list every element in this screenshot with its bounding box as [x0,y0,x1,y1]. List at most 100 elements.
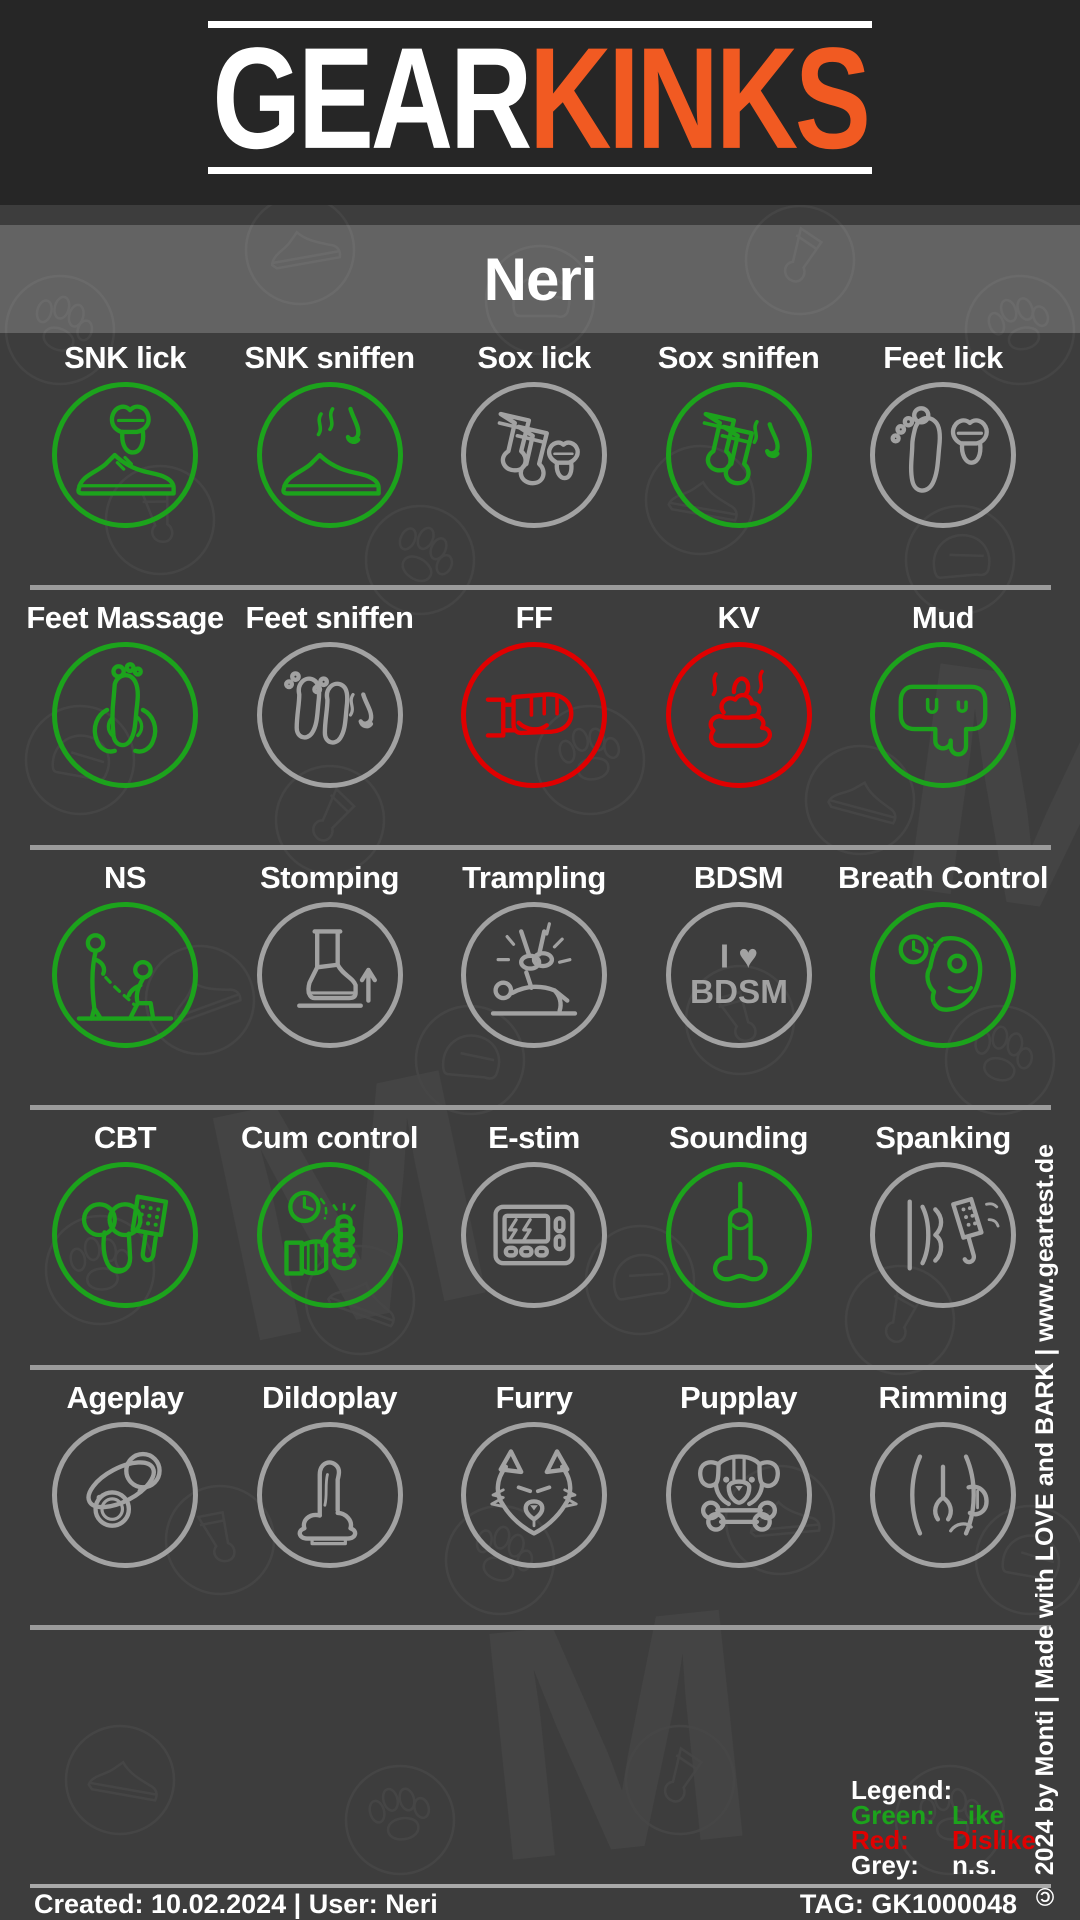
trample-icon [461,902,607,1048]
logo-gear: GEAR [212,17,532,179]
kink-cell: Sox sniffen [637,333,841,593]
legend-value-dislike: Dislike [952,1825,1036,1855]
i-love-bdsm-icon: I ♥ BDSM [665,902,812,1048]
kink-cell: BDSM I ♥ BDSM [637,853,841,1113]
logo-kinks: KINKS [528,17,871,179]
pacifier-icon [52,1422,198,1568]
kink-cell: Feet Massage [23,593,227,853]
row-separator [30,1105,1051,1110]
kink-cell: Cum control [228,1113,432,1373]
kink-label: Furry [495,1380,573,1415]
kink-cell: Spanking [841,1113,1045,1373]
kink-label: Rimming [878,1380,1008,1415]
legend-row-red: Red: Dislike [851,1825,1071,1855]
kink-cell: Rimming [841,1373,1045,1633]
kink-cell: SNK lick [23,333,227,593]
mud-drip-icon [870,642,1016,788]
kink-cell: FF [432,593,636,853]
copyright-vertical-text: © 2024 by Monti | Made with LOVE and BAR… [1031,1143,1059,1910]
foot-massage-icon [52,642,198,788]
kink-label: SNK sniffen [244,340,415,375]
kink-label: KV [717,600,760,635]
kink-label: Sox lick [477,340,591,375]
logo-bottom-bar [208,167,872,174]
sneaker-nose-icon [256,382,403,528]
kink-label: Pupplay [679,1380,798,1415]
kink-label: Breath Control [838,860,1049,895]
footer-created: Created: 10.02.2024 | User: Neri [34,1889,438,1919]
kink-cell: Mud [841,593,1045,853]
poop-icon [665,642,812,788]
legend-name-red: Red: [851,1825,909,1855]
username-banner [0,225,1080,333]
kink-label: SNK lick [64,340,186,375]
wolf-head-icon [461,1422,607,1568]
footer: Created: 10.02.2024 | User: Neri TAG: GK… [0,1889,1080,1920]
logo-top-bar [208,21,872,28]
row-separator [30,845,1051,850]
footer-divider [30,1884,1051,1888]
legend-value-like: Like [952,1800,1005,1830]
boot-stomp-icon [256,902,403,1048]
kink-cell: Sounding [637,1113,841,1373]
kink-label: Stomping [260,860,399,895]
kink-label: Trampling [462,860,606,895]
kink-label: NS [103,860,147,895]
kink-label: CBT [93,1120,157,1155]
kink-cell: Stomping [228,853,432,1113]
row-separator [30,1625,1051,1630]
kink-label: Cum control [240,1120,419,1155]
username-title: Neri [483,246,598,313]
kink-cell: Furry [432,1373,636,1633]
legend-row-grey: Grey: n.s. [851,1850,1071,1880]
legend-value-ns: n.s. [952,1850,997,1880]
socks-nose-icon [665,382,812,528]
kink-cell: Feet sniffen [228,593,432,853]
kink-cell: Pupplay [637,1373,841,1633]
kink-label: BDSM [693,860,784,895]
kink-cell: Sox lick [432,333,636,593]
fist-icon [461,642,607,788]
spanking-paddle-icon [870,1162,1016,1308]
clock-hand-grip-icon [256,1162,403,1308]
kink-label: Sounding [669,1120,808,1155]
kink-label: Ageplay [66,1380,184,1415]
svg-text:I ♥: I ♥ [719,938,757,975]
kink-cell: KV [637,593,841,853]
legend-name-grey: Grey: [851,1850,919,1880]
gimp-mask-clock-icon [870,902,1016,1048]
kink-cell: Dildoplay [228,1373,432,1633]
kink-cell: Feet lick [841,333,1045,593]
kink-cell: Breath Control [838,853,1049,1113]
legend-name-green: Green: [851,1800,935,1830]
logo: GEARKINKS [86,24,993,172]
butt-tongue-icon [870,1422,1016,1568]
kink-label: Feet sniffen [245,600,414,635]
svg-text:M: M [460,1536,772,1920]
row-separator [30,585,1051,590]
legend: Legend: Green: Like Red: Dislike Grey: n… [851,1777,1071,1880]
kink-label: Mud [911,600,975,635]
kink-label: E-stim [488,1120,580,1155]
kink-cell: E-stim [432,1113,636,1373]
legend-row-green: Green: Like [851,1800,1071,1830]
socks-tongue-icon [461,382,607,528]
pup-bone-icon [665,1422,812,1568]
row-separator [30,1365,1051,1370]
kink-cell: Ageplay [23,1373,227,1633]
cbt-paddle-icon [52,1162,198,1308]
dildo-icon [256,1422,403,1568]
kink-cell: CBT [23,1113,227,1373]
kink-label: Dildoplay [261,1380,398,1415]
feet-nose-icon [256,642,403,788]
kink-cell: Trampling [432,853,636,1113]
watersports-icon [52,902,198,1048]
estim-box-icon [461,1162,607,1308]
foot-tongue-icon [870,382,1016,528]
kink-label: Feet Massage [26,600,224,635]
kink-label: Sox sniffen [657,340,820,375]
header: GEARKINKS [0,0,1080,205]
kink-label: FF [515,600,553,635]
